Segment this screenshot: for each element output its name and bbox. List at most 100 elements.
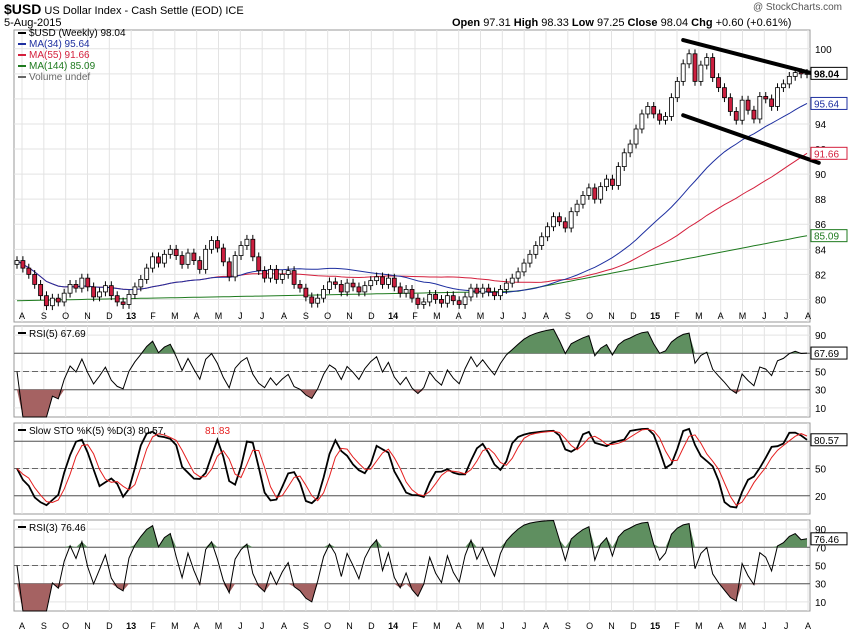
x-tick-label-bottom: M xyxy=(739,621,747,631)
x-tick-label-price: J xyxy=(238,311,243,321)
x-tick-label-price: M xyxy=(695,311,703,321)
candle-body xyxy=(185,252,191,265)
candle-body xyxy=(391,277,397,288)
watermark: @ StockCharts.com xyxy=(752,2,842,13)
candle-body xyxy=(156,256,161,264)
y-tick-label-price: 94 xyxy=(815,120,827,131)
x-tick-label-price: F xyxy=(150,311,156,321)
x-tick-label-price: O xyxy=(586,311,593,321)
candle-body xyxy=(250,238,256,258)
value-tag-box xyxy=(810,229,848,243)
candle-body xyxy=(191,252,197,261)
candle-body xyxy=(362,285,368,293)
y-tick-label-price: 100 xyxy=(815,45,832,56)
x-tick-label-price: D xyxy=(106,311,113,321)
candle-body xyxy=(598,186,604,200)
x-tick-label-bottom: D xyxy=(630,621,637,631)
chart-date: 5-Aug-2015 xyxy=(4,17,62,29)
x-tick-label-price: J xyxy=(260,311,265,321)
x-tick-label-bottom: O xyxy=(586,621,593,631)
x-tick-label-price: D xyxy=(368,311,375,321)
panel-title-rsi5: RSI(5) 67.69 xyxy=(29,329,86,340)
candle-body xyxy=(403,289,409,294)
ma34-line xyxy=(16,102,808,294)
overbought-fill-rsi5 xyxy=(17,329,807,354)
x-tick-label-price: J xyxy=(500,311,505,321)
open-value: 97.31 xyxy=(483,17,511,29)
candle-body xyxy=(67,284,73,294)
candle-body xyxy=(262,270,268,279)
candle-body xyxy=(374,276,380,282)
y-tick-label-rsi3: 70 xyxy=(815,543,827,554)
x-tick-label-price: A xyxy=(194,311,200,321)
candle-body xyxy=(521,262,527,273)
value-tag-box xyxy=(810,66,848,80)
candle-body xyxy=(604,178,609,188)
close-value: 98.04 xyxy=(660,17,689,29)
x-tick-label-bottom: J xyxy=(762,621,767,631)
candle-body xyxy=(138,278,144,288)
x-tick-label-price: N xyxy=(346,311,353,321)
legend-entry: MA(144) 85.09 xyxy=(29,61,96,72)
candle-body xyxy=(120,301,126,305)
candle-body xyxy=(651,106,657,115)
candle-body xyxy=(433,294,438,300)
candle-body xyxy=(91,286,97,298)
candle-body xyxy=(733,111,739,121)
x-tick-label-bottom: J xyxy=(238,621,243,631)
candle-body xyxy=(380,276,385,285)
x-tick-label-bottom: A xyxy=(19,621,25,631)
x-tick-label-bottom: F xyxy=(412,621,418,631)
candle-body xyxy=(350,282,356,288)
x-tick-label-price: 13 xyxy=(126,311,136,321)
candle-body xyxy=(55,297,61,303)
trendline xyxy=(681,38,821,78)
value-tag-box xyxy=(810,96,848,110)
candle-body xyxy=(167,248,173,255)
close-label: Close xyxy=(627,17,658,29)
candle-body xyxy=(14,260,20,265)
candle-body xyxy=(722,87,727,99)
low-value: 97.25 xyxy=(596,17,625,29)
x-tick-label-bottom: M xyxy=(215,621,223,631)
candle-body xyxy=(498,289,503,297)
value-tag-box xyxy=(810,146,848,160)
candle-body xyxy=(279,273,285,280)
oversold-fill-rsi5 xyxy=(17,389,807,417)
candle-body xyxy=(580,195,586,205)
x-tick-label-bottom: A xyxy=(194,621,200,631)
candle-body xyxy=(680,63,686,82)
candle-body xyxy=(727,97,733,112)
candle-body xyxy=(303,287,309,298)
x-tick-label-price: 14 xyxy=(388,311,398,321)
x-tick-label-price: F xyxy=(674,311,680,321)
candle-body xyxy=(274,268,279,280)
value-tag-box-rsi5 xyxy=(810,346,848,360)
x-tick-label-bottom: N xyxy=(608,621,615,631)
legend-entry: $USD (Weekly) 98.04 xyxy=(29,28,126,39)
x-tick-label-bottom: A xyxy=(805,621,811,631)
y-tick-label-rsi3: 90 xyxy=(815,525,827,536)
value-tag-label: 91.66 xyxy=(814,149,839,160)
x-tick-label-bottom: F xyxy=(150,621,156,631)
candle-body xyxy=(592,187,598,200)
x-tick-label-price: M xyxy=(215,311,223,321)
x-tick-label-price: A xyxy=(805,311,811,321)
candle-body xyxy=(103,285,108,293)
candle-body xyxy=(586,187,592,196)
candle-body xyxy=(226,261,232,278)
x-tick-label-bottom: M xyxy=(477,621,485,631)
candle-body xyxy=(61,292,67,303)
candle-body xyxy=(739,99,745,121)
value-tag-label-rsi5: 67.69 xyxy=(814,349,839,360)
x-tick-label-bottom: 13 xyxy=(126,621,136,631)
sto-d-line xyxy=(16,428,808,507)
candle-body xyxy=(179,255,185,265)
symbol: $USD xyxy=(4,1,42,17)
candle-body xyxy=(539,236,545,246)
candle-body xyxy=(386,277,391,285)
y-tick-label-rsi5: 10 xyxy=(815,404,827,415)
candle-body xyxy=(356,286,362,293)
candle-body xyxy=(568,211,574,229)
